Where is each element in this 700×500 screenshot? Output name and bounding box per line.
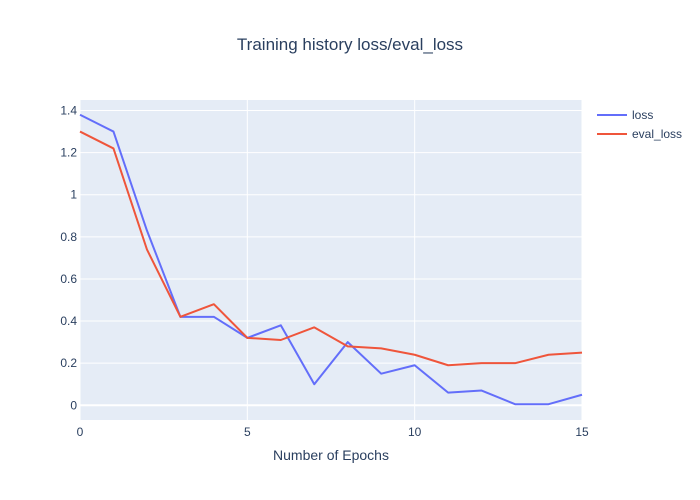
legend[interactable]: loss eval_loss <box>597 108 682 141</box>
x-axis-title: Number of Epochs <box>273 447 389 463</box>
y-tick-label: 1.2 <box>60 146 77 160</box>
x-tick-label: 10 <box>408 425 422 439</box>
grid-lines <box>79 100 583 420</box>
series-lines <box>79 113 583 406</box>
series-line-eval-loss <box>79 130 583 367</box>
legend-label: eval_loss <box>632 127 682 141</box>
legend-label: loss <box>632 108 653 122</box>
x-tick-label: 5 <box>244 425 251 439</box>
x-tick-label: 0 <box>77 425 84 439</box>
x-tick-label: 15 <box>575 425 589 439</box>
series-line-loss <box>79 113 583 406</box>
legend-item-eval-loss[interactable]: eval_loss <box>597 127 682 141</box>
legend-item-loss[interactable]: loss <box>597 108 653 122</box>
y-tick-label: 0.2 <box>60 356 77 370</box>
tick-labels: 0 5 10 15 0 0.2 0.4 0.6 0.8 1 1.2 1.4 <box>60 104 589 439</box>
y-tick-label: 0.8 <box>60 230 77 244</box>
chart-title: Training history loss/eval_loss <box>237 35 463 54</box>
y-tick-label: 1.4 <box>60 104 77 118</box>
plot-area <box>80 100 582 420</box>
y-tick-label: 0.4 <box>60 314 77 328</box>
y-tick-label: 0 <box>70 398 77 412</box>
y-tick-label: 1 <box>70 188 77 202</box>
y-tick-label: 0.6 <box>60 272 77 286</box>
